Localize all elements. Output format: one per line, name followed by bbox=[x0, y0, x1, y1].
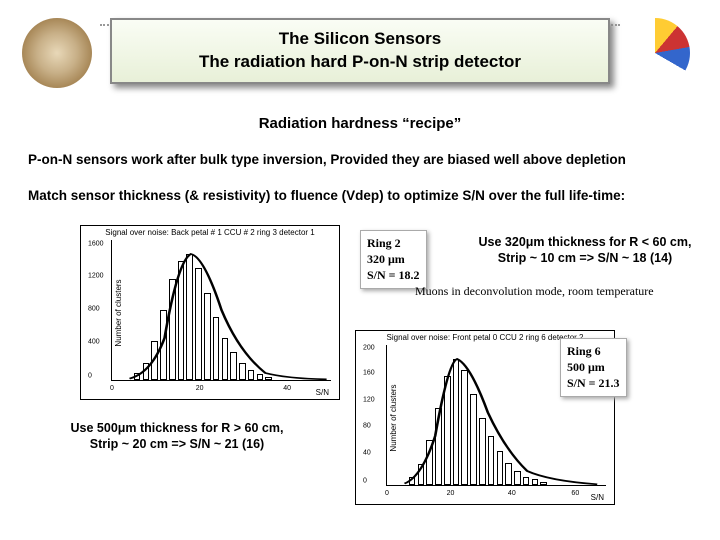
chart2-xtick: 20 bbox=[447, 490, 455, 497]
chart2-xtick: 40 bbox=[508, 490, 516, 497]
chart2-ytick: 80 bbox=[363, 423, 371, 430]
chart2-ytick: 200 bbox=[363, 344, 375, 351]
inset2-line2: 500 μm bbox=[567, 359, 620, 375]
chart1-xlabel: S/N bbox=[316, 388, 329, 397]
annotation-320um: Use 320μm thickness for R < 60 cm, Strip… bbox=[470, 234, 700, 267]
cms-sensor-logo bbox=[22, 18, 92, 88]
title-banner: The Silicon Sensors The radiation hard P… bbox=[110, 18, 610, 84]
inset2-line1: Ring 6 bbox=[567, 343, 620, 359]
chart2-xtick: 60 bbox=[571, 490, 579, 497]
chart2-ytick: 40 bbox=[363, 449, 371, 456]
inset-ring2: Ring 2 320 μm S/N = 18.2 bbox=[360, 230, 427, 289]
annotation-muons: Muons in deconvolution mode, room temper… bbox=[415, 284, 654, 300]
chart1-xtick: 40 bbox=[283, 385, 291, 392]
ann1-line2: Strip ~ 10 cm => S/N ~ 18 (14) bbox=[470, 250, 700, 266]
ann2-line2: Strip ~ 20 cm => S/N ~ 21 (16) bbox=[52, 436, 302, 452]
inset2-line3: S/N = 21.3 bbox=[567, 375, 620, 391]
title-line-2: The radiation hard P-on-N strip detector bbox=[124, 51, 596, 74]
bullet-2: Match sensor thickness (& resistivity) t… bbox=[28, 188, 692, 203]
chart2-ytick: 0 bbox=[363, 478, 367, 485]
bullet-1: P-on-N sensors work after bulk type inve… bbox=[28, 152, 692, 167]
chart1-ytick: 1200 bbox=[88, 273, 104, 280]
chart1-plot: 0 400 800 1200 1600 0 20 40 bbox=[111, 240, 331, 381]
inset-ring6: Ring 6 500 μm S/N = 21.3 bbox=[560, 338, 627, 397]
ann2-line1: Use 500μm thickness for R > 60 cm, bbox=[52, 420, 302, 436]
inset1-line2: 320 μm bbox=[367, 251, 420, 267]
chart1-ytick: 400 bbox=[88, 339, 100, 346]
chart2-ytick: 160 bbox=[363, 370, 375, 377]
chart1-title: Signal over noise: Back petal # 1 CCU # … bbox=[105, 228, 314, 237]
ann1-line1: Use 320μm thickness for R < 60 cm, bbox=[470, 234, 700, 250]
inset1-line1: Ring 2 bbox=[367, 235, 420, 251]
chart-ring2: Signal over noise: Back petal # 1 CCU # … bbox=[80, 225, 340, 400]
chart1-ytick: 0 bbox=[88, 373, 92, 380]
inset1-line3: S/N = 18.2 bbox=[367, 267, 420, 283]
chart1-ytick: 800 bbox=[88, 305, 100, 312]
title-line-1: The Silicon Sensors bbox=[124, 28, 596, 51]
subtitle: Radiation hardness “recipe” bbox=[0, 115, 720, 132]
chart2-xlabel: S/N bbox=[591, 493, 604, 502]
chart1-ytick: 1600 bbox=[88, 241, 104, 248]
annotation-500um: Use 500μm thickness for R > 60 cm, Strip… bbox=[52, 420, 302, 453]
chart2-title: Signal over noise: Front petal 0 CCU 2 r… bbox=[387, 333, 584, 342]
chart2-ytick: 120 bbox=[363, 396, 375, 403]
chart2-xtick: 0 bbox=[385, 490, 389, 497]
chart1-xtick: 0 bbox=[110, 385, 114, 392]
chart1-xtick: 20 bbox=[196, 385, 204, 392]
cms-detector-logo bbox=[620, 18, 690, 88]
